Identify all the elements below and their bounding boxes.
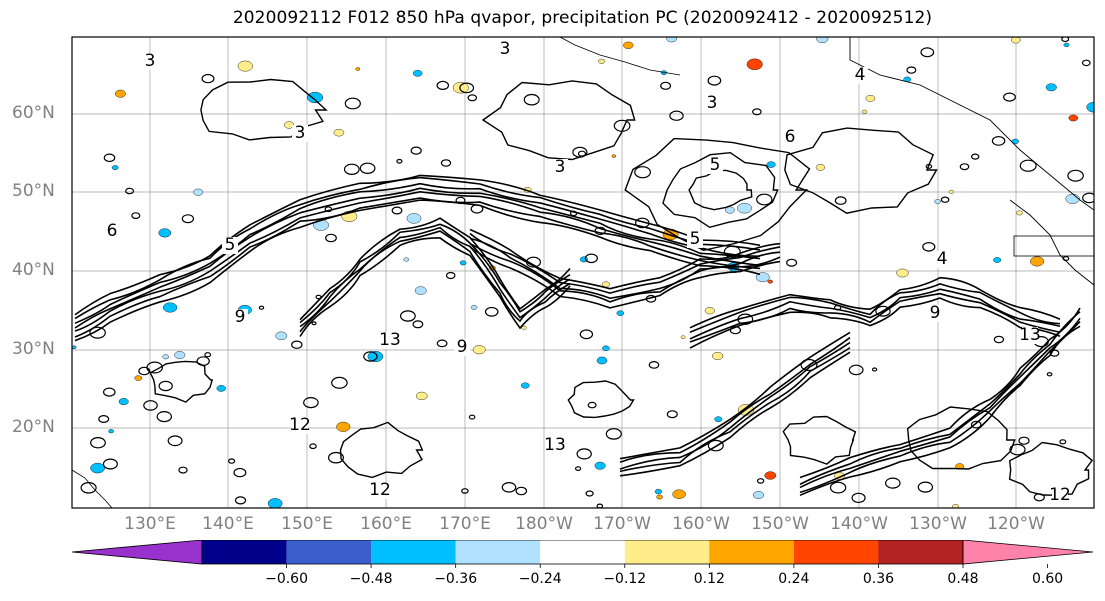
- contour-label: 3: [145, 51, 156, 71]
- colorbar-segment: [286, 540, 372, 564]
- contour-label: 9: [457, 337, 468, 357]
- contour-label: 3: [555, 157, 566, 177]
- lon-label: 150°E: [281, 514, 333, 534]
- contour-label: 13: [544, 435, 566, 455]
- lon-label: 180°W: [515, 514, 573, 534]
- colorbar-tick-label: −0.12: [603, 571, 647, 587]
- map-title: 2020092112 F012 850 hPa qvapor, precipit…: [232, 8, 933, 28]
- precipitation-shading: [72, 37, 1094, 508]
- colorbar-tick-label: −0.60: [265, 571, 308, 587]
- colorbar-tick-label: 0.48: [947, 571, 979, 587]
- contour-label: 12: [369, 480, 391, 500]
- qvapor-contours: [74, 37, 1094, 508]
- contour-label: 6: [107, 221, 118, 241]
- contour-label: 5: [690, 229, 701, 249]
- graticule: [72, 37, 1094, 508]
- colorbar-segment: [371, 540, 456, 564]
- map-frame: [71, 36, 1095, 509]
- contour-label: 4: [937, 249, 948, 269]
- colorbar-tick-label: 0.24: [778, 571, 810, 587]
- colorbar-tick-label: −0.36: [434, 571, 478, 587]
- lon-label: 140°W: [830, 514, 888, 534]
- contour-label: 4: [855, 65, 866, 85]
- map-panel: 3 3 3 3 3 4 4 5 5 5 6 6 9 9 9 12 12 12 13 13 13: [71, 36, 1095, 509]
- colorbar-tick-label: 0.12: [693, 571, 725, 587]
- lon-label: 130°E: [124, 514, 176, 534]
- lon-label: 130°W: [909, 514, 967, 534]
- lat-label: 40°N: [12, 260, 55, 280]
- contour-labels: 3 3 3 3 3 4 4 5 5 5 6 6 9 9 9 12 12 12 13 13 13: [104, 39, 1071, 505]
- colorbar-tick-label: −0.48: [349, 571, 393, 587]
- lon-label: 140°E: [202, 514, 254, 534]
- lon-label: 170°E: [439, 514, 491, 534]
- colorbar-segment: [540, 540, 625, 564]
- map-background: [72, 37, 1094, 508]
- contour-label: 13: [379, 330, 401, 350]
- lon-label: 160°W: [672, 514, 730, 534]
- contour-label: 5: [225, 235, 236, 255]
- colorbar: [71, 540, 1094, 568]
- colorbar-segment: [624, 540, 710, 564]
- contour-label: 12: [289, 415, 311, 435]
- contour-label: 5: [710, 155, 721, 175]
- colorbar-tick-label: 0.60: [1031, 571, 1064, 587]
- colorbar-segment: [455, 540, 541, 564]
- lat-label: 50°N: [12, 181, 55, 201]
- colorbar-segment: [202, 540, 287, 564]
- lon-label: 160°E: [360, 514, 412, 534]
- lat-label: 20°N: [12, 417, 55, 437]
- contour-label: 3: [707, 93, 718, 113]
- lat-label: 60°N: [12, 103, 55, 123]
- colorbar-tick-label: −0.24: [518, 571, 562, 587]
- lon-label: 120°W: [987, 514, 1045, 534]
- colorbar-segment: [878, 540, 963, 564]
- colorbar-segment: [793, 540, 879, 564]
- contour-label: 9: [235, 307, 246, 327]
- contour-label: 13: [1019, 325, 1041, 345]
- contour-label: 6: [785, 127, 796, 147]
- contour-label: 12: [1049, 485, 1071, 505]
- colorbar-segment: [962, 540, 1094, 565]
- contour-label: 3: [500, 39, 511, 59]
- lon-label: 150°W: [751, 514, 809, 534]
- contour-label: 9: [930, 303, 941, 323]
- lon-label: 170°W: [593, 514, 651, 534]
- contour-label: 3: [295, 123, 306, 143]
- colorbar-segment: [709, 540, 794, 564]
- colorbar-segment: [71, 540, 203, 565]
- colorbar-tick-label: 0.36: [862, 571, 895, 587]
- lat-label: 30°N: [12, 339, 55, 359]
